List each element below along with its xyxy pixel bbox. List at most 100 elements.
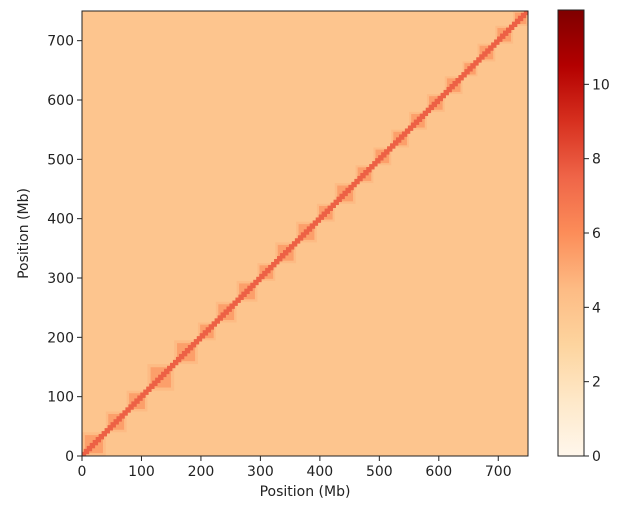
diagonal-cell [161,371,167,378]
diagonal-cell [428,104,435,111]
diagonal-cell [208,324,215,330]
diagonal-cell [449,83,455,90]
diagonal-cell [131,401,137,407]
diagonal-cell [175,356,182,363]
diagonal-cell [193,339,200,345]
y-axis: 0 100 200 300 400 500 600 700 [47,34,82,465]
diagonal-cell [520,12,527,19]
diagonal-cell [184,348,191,354]
diagonal-cell [113,419,119,425]
diagonal-cell [178,353,185,360]
diagonal-cell [152,380,158,386]
y-tick-label: 300 [47,271,74,287]
diagonal-cell [256,276,262,283]
x-tick-label: 500 [366,464,393,480]
diagonal-cell [485,48,491,54]
y-tick-label: 200 [47,330,74,346]
diagonal-cell [158,374,164,381]
diagonal-cell [390,143,396,149]
diagonal-cell [205,327,212,333]
diagonal-cell [345,187,351,194]
diagonal-cell [199,333,206,339]
diagonal-cell [107,425,113,431]
diagonal-cell [321,211,328,217]
diagonal-cell [342,190,348,197]
diagonal-cell [404,128,411,134]
diagonal-cell [164,368,170,375]
diagonal-cell [488,45,494,51]
diagonal-cell [366,167,372,173]
diagonal-cell [83,448,90,455]
diagonal-cell [419,113,426,119]
diagonal-cell [277,256,283,262]
diagonal-cell [446,86,452,93]
diagonal-cell [422,110,429,117]
diagonal-cell [511,21,518,28]
diagonal-cell [220,312,226,318]
diagonal-cell [505,27,512,33]
diagonal-cell [119,413,125,419]
diagonal-cell [300,232,307,238]
diagonal-cell [137,395,143,401]
diagonal-cell [482,51,488,57]
diagonal-cell [336,196,342,203]
diagonal-cell [104,428,110,434]
diagonal-cell [306,226,313,232]
diagonal-cell [280,253,286,259]
diagonal-cell [455,78,461,84]
diagonal-cell [491,42,497,48]
diagonal-cell [86,445,93,452]
y-tick-label: 400 [47,212,74,228]
diagonal-cell [381,152,387,158]
diagonal-cell [372,161,378,167]
diagonal-cell [247,285,253,292]
colorbar-tick-label: 6 [592,226,601,242]
x-tick-label: 400 [306,464,333,480]
diagonal-cell [384,149,390,155]
diagonal-cell [146,386,152,392]
diagonal-cell [172,359,179,366]
x-axis-label: Position (Mb) [260,484,351,500]
y-tick-label: 0 [65,449,74,465]
diagonal-cell [288,244,295,250]
diagonal-cell [282,250,289,256]
diagonal-cell [437,95,443,102]
diagonal-cell [517,15,524,22]
y-tick-label: 600 [47,93,74,109]
diagonal-cell [98,434,105,440]
diagonal-cell [494,39,500,45]
diagonal-cell [128,404,134,410]
diagonal-cell [271,261,277,268]
diagonal-cell [291,241,298,247]
diagonal-cell [214,318,220,324]
diagonal-cell [425,107,432,114]
diagonal-cell [229,303,235,309]
diagonal-cell [235,297,241,303]
diagonal-cell [134,398,140,404]
diagonal-cell [223,309,229,315]
diagonal-cell [330,202,336,208]
diagonal-cell [226,306,232,312]
diagonal-cell [387,146,393,152]
diagonal-cell [250,282,256,289]
diagonal-cell [375,158,381,164]
diagonal-cell [523,11,528,16]
diagonal-cell [369,164,375,170]
diagonal-cell [398,134,405,140]
diagonal-cell [303,229,310,235]
diagonal-cell [410,122,417,128]
diagonal-cell [395,137,402,143]
diagonal-cell [122,410,128,416]
x-tick-label: 600 [425,464,452,480]
diagonal-cell [351,181,357,188]
diagonal-cell [461,72,467,78]
x-tick-label: 100 [128,464,155,480]
y-tick-label: 500 [47,152,74,168]
diagonal-cell [500,33,506,39]
diagonal-cell [413,119,420,125]
diagonal-cell [238,294,244,300]
colorbar-tick-label: 0 [592,449,601,465]
x-tick-label: 300 [247,464,274,480]
y-tick-label: 100 [47,390,74,406]
heatmap-cells [82,11,528,456]
